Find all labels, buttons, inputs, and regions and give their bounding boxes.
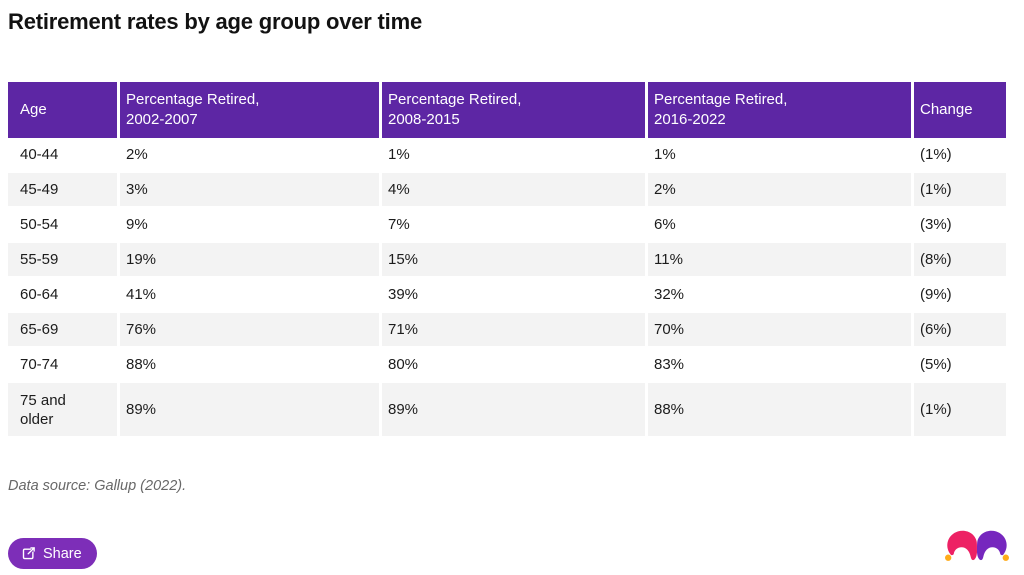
row-header-cell: 45-49: [8, 173, 117, 208]
data-cell: 76%: [117, 313, 379, 348]
data-cell: 2%: [645, 173, 911, 208]
data-cell: 4%: [379, 173, 645, 208]
row-header-cell: 50-54: [8, 208, 117, 243]
table-row: 50-54 9% 7% 6% (3%): [8, 208, 1006, 243]
data-cell: 88%: [117, 348, 379, 383]
row-header-cell: 75 and older: [8, 383, 117, 438]
column-header: Change: [911, 82, 1006, 138]
share-icon: [21, 546, 36, 561]
data-table: Age Percentage Retired, 2002-2007 Percenta…: [8, 82, 1006, 438]
row-header-cell: 65-69: [8, 313, 117, 348]
data-cell: 2%: [117, 138, 379, 173]
row-header-cell: 40-44: [8, 138, 117, 173]
data-cell: (6%): [911, 313, 1006, 348]
data-cell: (1%): [911, 138, 1006, 173]
table-row: 55-59 19% 15% 11% (8%): [8, 243, 1006, 278]
data-cell: 1%: [645, 138, 911, 173]
data-cell: 19%: [117, 243, 379, 278]
logo-ball-right: [1002, 554, 1009, 561]
share-button-label: Share: [43, 545, 82, 562]
data-cell: 41%: [117, 278, 379, 313]
column-header: Percentage Retired, 2002-2007: [117, 82, 379, 138]
data-cell: (3%): [911, 208, 1006, 243]
column-header: Percentage Retired, 2008-2015: [379, 82, 645, 138]
column-header: Percentage Retired, 2016-2022: [645, 82, 911, 138]
table-header-row: Age Percentage Retired, 2002-2007 Percenta…: [8, 82, 1006, 138]
data-cell: 89%: [117, 383, 379, 438]
column-header: Age: [8, 82, 117, 138]
data-cell: 89%: [379, 383, 645, 438]
data-cell: 32%: [645, 278, 911, 313]
data-cell: 15%: [379, 243, 645, 278]
share-button[interactable]: Share: [8, 538, 97, 569]
logo-ball-left: [945, 554, 952, 561]
data-cell: 39%: [379, 278, 645, 313]
row-header-cell: 60-64: [8, 278, 117, 313]
data-cell: 1%: [379, 138, 645, 173]
table-row: 65-69 76% 71% 70% (6%): [8, 313, 1006, 348]
table-row: 40-44 2% 1% 1% (1%): [8, 138, 1006, 173]
data-cell: 83%: [645, 348, 911, 383]
data-cell: (1%): [911, 173, 1006, 208]
logo-right-lobe: [977, 530, 1007, 561]
data-cell: 7%: [379, 208, 645, 243]
row-header-cell: 70-74: [8, 348, 117, 383]
data-cell: (8%): [911, 243, 1006, 278]
data-cell: 71%: [379, 313, 645, 348]
jester-hat-logo[interactable]: [944, 527, 1010, 565]
chart-title: Retirement rates by age group over time: [8, 9, 422, 34]
table-row: 75 and older 89% 89% 88% (1%): [8, 383, 1006, 438]
data-cell: 80%: [379, 348, 645, 383]
data-cell: 9%: [117, 208, 379, 243]
data-cell: (9%): [911, 278, 1006, 313]
row-header-cell: 55-59: [8, 243, 117, 278]
data-cell: 3%: [117, 173, 379, 208]
data-cell: (1%): [911, 383, 1006, 438]
table-row: 45-49 3% 4% 2% (1%): [8, 173, 1006, 208]
data-cell: 6%: [645, 208, 911, 243]
data-cell: 11%: [645, 243, 911, 278]
table-body: 40-44 2% 1% 1% (1%) 45-49 3% 4% 2% (1%) 50-54 9% 7% 6…: [8, 138, 1006, 438]
table-row: 60-64 41% 39% 32% (9%): [8, 278, 1006, 313]
data-cell: 88%: [645, 383, 911, 438]
data-cell: (5%): [911, 348, 1006, 383]
source-note: Data source: Gallup (2022).: [8, 478, 187, 494]
table-row: 70-74 88% 80% 83% (5%): [8, 348, 1006, 383]
data-cell: 70%: [645, 313, 911, 348]
logo-left-lobe: [947, 530, 977, 561]
